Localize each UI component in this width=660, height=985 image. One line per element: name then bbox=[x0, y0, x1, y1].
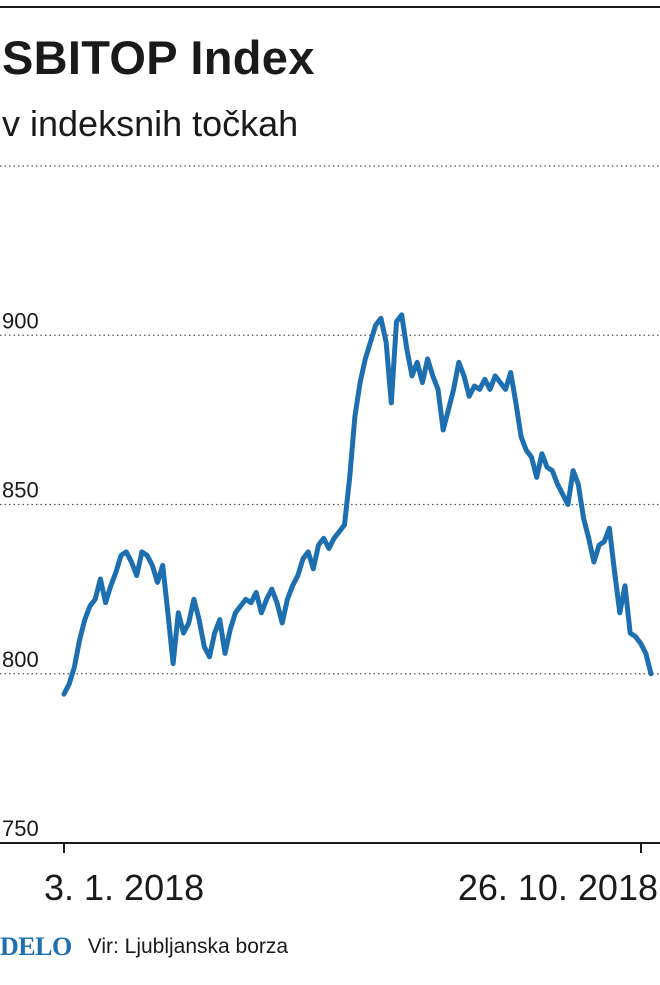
y-tick-label-750: 750 bbox=[2, 816, 39, 841]
delo-logo: DELO bbox=[0, 932, 72, 961]
chart-subtitle: v indeksnih točkah bbox=[2, 103, 299, 144]
y-tick-label-800: 800 bbox=[2, 647, 39, 672]
source-note: Vir: Ljubljanska borza bbox=[87, 935, 289, 958]
chart-footer: DELO Vir: Ljubljanska borza bbox=[0, 932, 288, 962]
y-tick-label-900: 900 bbox=[2, 308, 39, 333]
series-line-sbitop bbox=[61, 312, 654, 697]
top-rule bbox=[0, 6, 660, 8]
x-tick-label-1: 26. 10. 2018 bbox=[458, 867, 658, 908]
y-tick-label-850: 850 bbox=[2, 478, 39, 503]
x-tick-label-0: 3. 1. 2018 bbox=[44, 867, 204, 908]
chart-title: SBITOP Index bbox=[2, 31, 315, 84]
line-chart: 750 800 850 900 3. 1. 2018 26. 10. 2018 bbox=[0, 165, 660, 908]
